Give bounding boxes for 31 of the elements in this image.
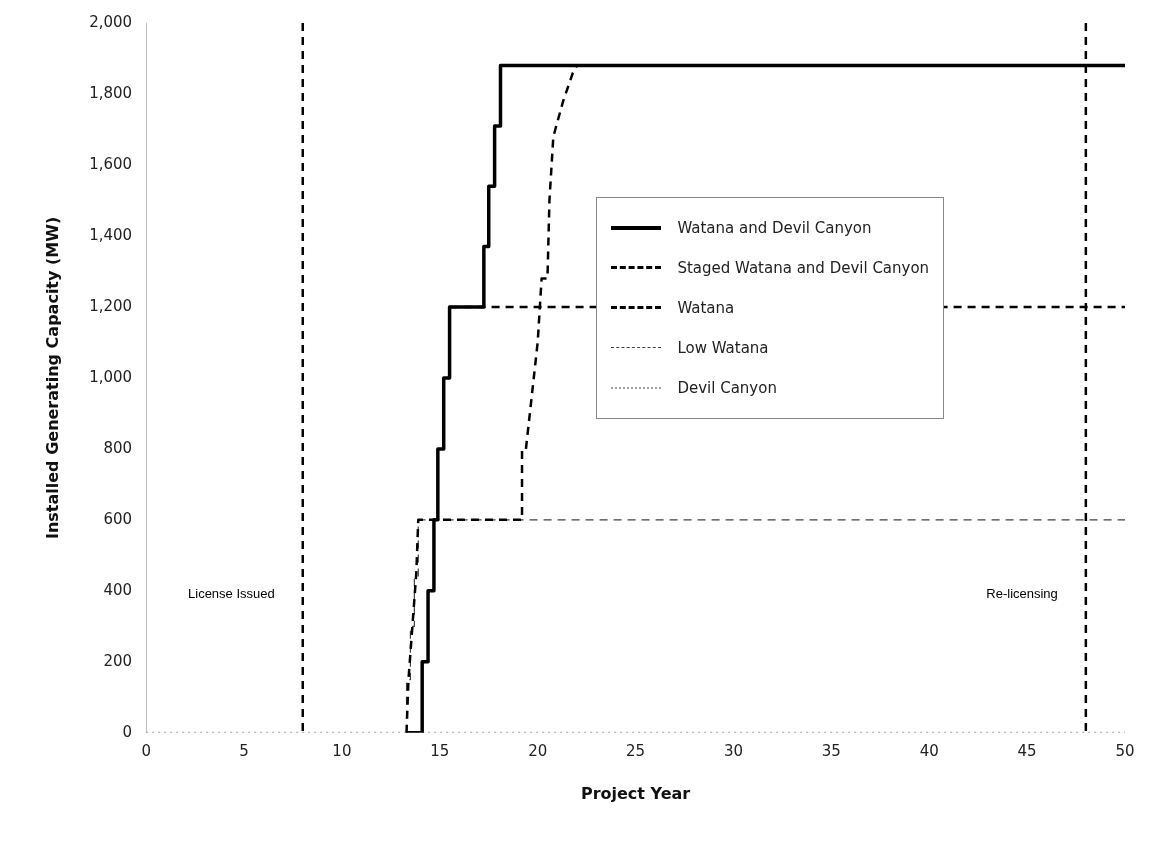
x-tick-label: 45: [1017, 741, 1037, 760]
ref-line-label: License Issued: [188, 585, 275, 601]
ref-line-label: Re-licensing: [986, 585, 1058, 601]
y-tick-label: 1,600: [89, 154, 133, 173]
y-tick-label: 600: [103, 509, 133, 528]
x-axis-title: Project Year: [580, 783, 691, 803]
x-tick-label: 40: [919, 741, 939, 760]
y-tick-label: 2,000: [89, 12, 133, 31]
y-tick-label: 400: [103, 580, 133, 599]
legend-label: Low Watana: [677, 338, 769, 357]
legend-label: Watana: [677, 298, 735, 317]
x-tick-label: 30: [723, 741, 743, 760]
y-tick-label: 1,000: [89, 367, 133, 386]
y-axis-title: Installed Generating Capacity (MW): [42, 216, 62, 540]
y-tick-label: 1,400: [89, 225, 133, 244]
x-tick-label: 20: [528, 741, 548, 760]
x-tick-label: 50: [1115, 741, 1135, 760]
y-tick-label: 0: [122, 722, 133, 741]
x-tick-label: 10: [332, 741, 352, 760]
legend-label: Staged Watana and Devil Canyon: [677, 258, 930, 277]
y-tick-label: 1,200: [89, 296, 133, 315]
y-tick-label: 200: [103, 651, 133, 670]
x-tick-label: 0: [141, 741, 151, 760]
y-tick-label: 800: [103, 438, 133, 457]
y-tick-label: 1,800: [89, 83, 133, 102]
legend-label: Watana and Devil Canyon: [677, 218, 872, 237]
x-tick-label: 35: [821, 741, 841, 760]
x-tick-label: 25: [626, 741, 646, 760]
x-tick-label: 15: [430, 741, 450, 760]
legend-label: Devil Canyon: [677, 378, 777, 397]
x-tick-label: 5: [239, 741, 249, 760]
